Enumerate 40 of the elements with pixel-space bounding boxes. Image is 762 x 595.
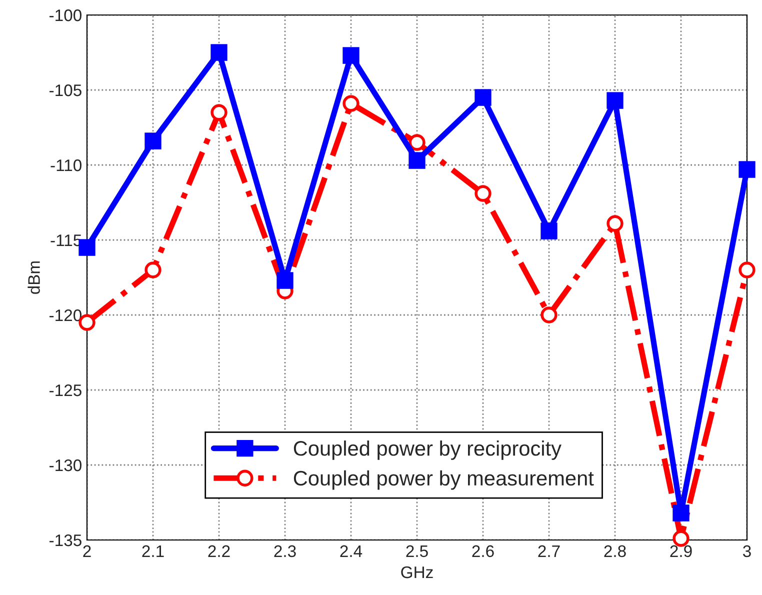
- point: [672, 504, 690, 522]
- point: [474, 89, 492, 106]
- x-axis-title: GHz: [401, 566, 433, 578]
- point: [540, 306, 558, 324]
- point: [408, 134, 426, 151]
- point: [738, 262, 756, 278]
- point: [210, 104, 228, 121]
- y-axis-title: dBm: [28, 261, 40, 294]
- legend-label: Coupled power by measurement: [294, 470, 594, 490]
- point: [474, 185, 492, 202]
- x-tick-label: 2.9: [670, 545, 692, 558]
- point: [408, 152, 426, 169]
- y-tick-label: -120: [50, 309, 82, 322]
- point: [606, 92, 624, 109]
- x-tick-label: 2.1: [142, 545, 164, 557]
- x-tick-label: 2.7: [538, 545, 560, 557]
- point: [144, 132, 162, 150]
- point: [540, 222, 558, 240]
- point: [738, 161, 756, 178]
- point: [606, 215, 624, 232]
- y-tick-label: -135: [50, 534, 82, 546]
- point: [144, 262, 162, 278]
- x-tick-label: 2.6: [472, 545, 494, 558]
- y-tick-label: -105: [50, 84, 82, 96]
- x-tick-label: 2.2: [208, 545, 230, 557]
- y-tick-label: -125: [50, 384, 82, 396]
- x-tick-label: 2.5: [406, 545, 428, 558]
- x-tick-label: 3: [743, 545, 751, 558]
- point: [210, 44, 228, 61]
- y-tick-label: -110: [50, 159, 82, 172]
- y-tick-label: -130: [50, 459, 82, 472]
- x-tick-label: 2.8: [604, 545, 626, 558]
- legend-label: Coupled power by reciprocity: [294, 440, 562, 460]
- y-tick-label: -100: [50, 9, 82, 22]
- point: [276, 272, 294, 289]
- point: [342, 95, 360, 112]
- x-tick-label: 2: [83, 545, 91, 557]
- point: [342, 47, 360, 64]
- x-tick-label: 2.3: [274, 545, 296, 558]
- x-tick-label: 2.4: [340, 545, 362, 557]
